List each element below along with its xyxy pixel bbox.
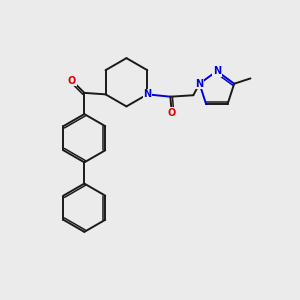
Text: O: O bbox=[168, 108, 176, 118]
Text: N: N bbox=[213, 66, 221, 76]
Text: N: N bbox=[195, 79, 203, 89]
Text: N: N bbox=[143, 89, 152, 99]
Text: O: O bbox=[68, 76, 76, 85]
